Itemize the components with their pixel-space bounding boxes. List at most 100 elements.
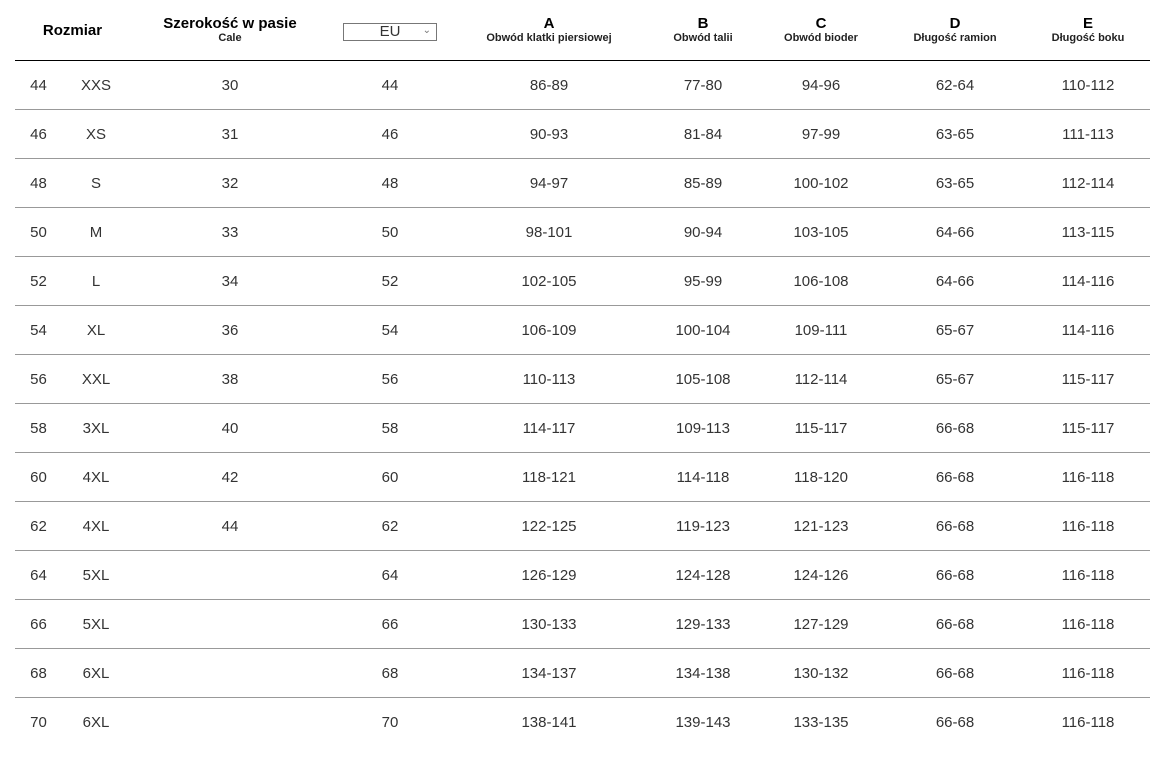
cell-waist: 105-108 — [648, 354, 758, 404]
cell-waist: 109-113 — [648, 403, 758, 453]
cell-waist: 85-89 — [648, 158, 758, 208]
cell-shoulder-length: 66-68 — [935, 713, 975, 731]
cell-side-length: 116-118 — [1026, 501, 1150, 551]
cell-shoulder-length: 64-66 — [884, 207, 1026, 257]
table-row: 58 3XL 40 58 114-117 109-113 115-117 66-68 115-1… — [15, 403, 1150, 453]
cell-size-letter: XXS — [62, 60, 130, 110]
cell-hips: 103-105 — [758, 207, 884, 257]
cell-size-letter: 5XL — [62, 550, 130, 600]
cell-size-letter: 4XL — [62, 501, 130, 551]
cell-shoulder-length: 62-64 — [884, 60, 1026, 110]
cell-side-length: 116-118 — [1026, 550, 1150, 600]
cell-waist: 100-104 — [648, 305, 758, 355]
header-region: EU ⌄ — [330, 0, 450, 61]
cell-side-length: 110-112 — [1026, 60, 1150, 110]
cell-waist: 81-84 — [648, 109, 758, 159]
cell-size-number: 68 — [15, 648, 62, 698]
cell-waist: 129-133 — [648, 599, 758, 649]
table-row: 70 6XL 70 138-141 139-143 133-135 66-68 116-118 — [15, 698, 1150, 747]
table-row: 66 5XL 66 130-133 129-133 127-129 66-68 116-118 — [15, 599, 1150, 649]
cell-shoulder-length: 63-65 — [884, 109, 1026, 159]
cell-eu-size: 64 — [330, 550, 450, 600]
cell-eu-size: 56 — [330, 354, 450, 404]
cell-size-number: 52 — [15, 256, 62, 306]
header-size: Rozmiar — [15, 0, 130, 61]
header-b: B Obwód talii — [648, 0, 758, 61]
cell-waist: 114-118 — [648, 452, 758, 502]
cell-eu-size: 46 — [330, 109, 450, 159]
cell-side-length: 115-117 — [1026, 354, 1150, 404]
region-select[interactable]: EU ⌄ — [343, 22, 437, 41]
cell-shoulder-length: 66-68 — [884, 501, 1026, 551]
cell-side-length: 116-118 — [1026, 599, 1150, 649]
cell-size-letter: XXL — [62, 354, 130, 404]
cell-eu-size: 66 — [330, 599, 450, 649]
cell-hips: 121-123 — [758, 501, 884, 551]
cell-waist-inches: 36 — [130, 305, 330, 355]
cell-eu-size: 52 — [330, 256, 450, 306]
cell-waist: 77-80 — [648, 60, 758, 110]
header-e-letter: E — [1082, 15, 1093, 32]
cell-hips: 109-111 — [758, 305, 884, 355]
cell-waist-inches: 31 — [130, 109, 330, 159]
cell-size-number: 58 — [15, 403, 62, 453]
cell-size-letter: S — [62, 158, 130, 208]
cell-shoulder-length: 66-68 — [884, 648, 1026, 698]
cell-size-number: 70 — [30, 713, 47, 731]
cell-waist: 119-123 — [648, 501, 758, 551]
cell-eu-size: 58 — [330, 403, 450, 453]
cell-size-letter: M — [62, 207, 130, 257]
cell-eu-size: 70 — [381, 713, 399, 731]
cell-hips: 97-99 — [758, 109, 884, 159]
header-waist-title: Szerokość w pasie — [163, 15, 297, 32]
cell-waist-inches: 30 — [130, 60, 330, 110]
cell-size-number: 56 — [15, 354, 62, 404]
cell-side-length: 116-118 — [1026, 452, 1150, 502]
cell-chest: 86-89 — [450, 60, 648, 110]
cell-eu-size: 44 — [330, 60, 450, 110]
cell-shoulder-length: 66-68 — [884, 452, 1026, 502]
cell-size-letter: 6XL — [62, 648, 130, 698]
header-c-label: Obwód bioder — [784, 32, 858, 44]
cell-waist: 90-94 — [648, 207, 758, 257]
cell-chest: 106-109 — [450, 305, 648, 355]
cell-chest: 98-101 — [450, 207, 648, 257]
table-row: 52 L 34 52 102-105 95-99 106-108 64-66 114-116 — [15, 256, 1150, 306]
cell-waist-inches — [130, 698, 330, 747]
cell-size-letter: 3XL — [62, 403, 130, 453]
table-row: 56 XXL 38 56 110-113 105-108 112-114 65-67 115-1… — [15, 354, 1150, 404]
cell-chest: 94-97 — [450, 158, 648, 208]
table-row: 60 4XL 42 60 118-121 114-118 118-120 66-68 116-1… — [15, 452, 1150, 502]
cell-size-letter: 5XL — [62, 599, 130, 649]
table-row: 68 6XL 68 134-137 134-138 130-132 66-68 116-118 — [15, 648, 1150, 698]
cell-waist-inches: 32 — [130, 158, 330, 208]
cell-size-number: 64 — [15, 550, 62, 600]
cell-hips: 115-117 — [758, 403, 884, 453]
cell-hips: 112-114 — [758, 354, 884, 404]
cell-waist: 139-143 — [675, 713, 731, 731]
cell-chest: 122-125 — [450, 501, 648, 551]
cell-shoulder-length: 65-67 — [884, 305, 1026, 355]
chevron-down-icon: ⌄ — [422, 24, 431, 36]
cell-hips: 127-129 — [758, 599, 884, 649]
cell-waist: 124-128 — [648, 550, 758, 600]
cell-side-length: 112-114 — [1026, 158, 1150, 208]
size-chart-table: Rozmiar Szerokość w pasie Cale EU ⌄ A Obw… — [15, 0, 1150, 746]
header-d-label: Długość ramion — [913, 32, 997, 44]
cell-hips: 130-132 — [758, 648, 884, 698]
cell-size-letter: 6XL — [82, 713, 110, 731]
cell-hips: 133-135 — [793, 713, 849, 731]
header-c: C Obwód bioder — [758, 0, 884, 61]
cell-chest: 118-121 — [450, 452, 648, 502]
cell-size-letter: L — [62, 256, 130, 306]
cell-waist-inches: 40 — [130, 403, 330, 453]
cell-shoulder-length: 66-68 — [884, 599, 1026, 649]
cell-size-number: 48 — [15, 158, 62, 208]
cell-waist: 134-138 — [648, 648, 758, 698]
cell-size-letter: 4XL — [62, 452, 130, 502]
cell-side-length: 116-118 — [1026, 648, 1150, 698]
cell-hips: 100-102 — [758, 158, 884, 208]
header-a: A Obwód klatki piersiowej — [450, 0, 648, 61]
cell-size-number: 60 — [15, 452, 62, 502]
cell-waist-inches — [130, 599, 330, 649]
